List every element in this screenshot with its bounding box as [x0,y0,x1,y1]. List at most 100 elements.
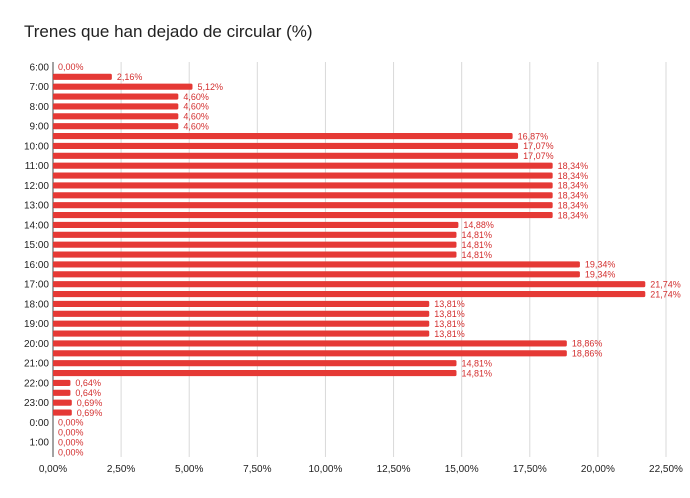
bar [53,73,112,80]
x-tick-label: 10,00% [308,464,342,475]
x-tick-label: 22,50% [649,464,683,475]
data-label: 14,81% [461,368,492,378]
data-label: 18,34% [558,191,589,201]
y-tick-label: 6:00 [30,62,50,73]
y-tick-label: 18:00 [24,299,49,310]
bar [53,172,553,179]
y-tick-label: 11:00 [25,161,50,172]
data-label: 18,34% [558,161,589,171]
y-tick-label: 0:00 [30,418,50,429]
y-tick-label: 19:00 [24,319,49,330]
x-tick-label: 7,50% [243,464,271,475]
bar [53,330,430,337]
data-label: 4,60% [183,102,209,112]
data-label: 4,60% [183,121,209,131]
bar [53,83,193,90]
y-tick-label: 16:00 [24,260,49,271]
data-label: 18,86% [572,339,603,349]
bar [53,202,553,209]
y-tick-label: 20:00 [24,339,49,350]
y-tick-label: 10:00 [24,141,49,152]
data-label: 0,00% [58,447,84,457]
y-tick-label: 1:00 [30,438,50,449]
bar [53,300,430,307]
data-label: 5,12% [197,82,223,92]
bar [53,162,553,169]
y-tick-label: 14:00 [24,220,49,231]
data-label: 17,07% [523,151,554,161]
data-label: 13,81% [434,319,465,329]
data-label: 0,00% [58,437,84,447]
bar [53,251,457,258]
bar [53,192,553,199]
data-label: 16,87% [518,131,549,141]
bar [53,113,179,120]
bar [53,152,519,159]
x-tick-label: 20,00% [581,464,615,475]
bar [53,340,567,347]
data-label: 21,74% [650,289,681,299]
x-tick-label: 5,00% [175,464,203,475]
chart-title: Trenes que han dejado de circular (%) [24,22,313,41]
data-label: 0,64% [75,378,101,388]
bar [53,271,580,278]
data-label: 14,81% [461,358,492,368]
y-tick-label: 7:00 [30,82,50,93]
data-label: 14,81% [461,250,492,260]
bar [53,142,519,149]
data-label: 17,07% [523,141,554,151]
bar [53,379,71,386]
data-label: 0,00% [58,62,84,72]
x-tick-label: 17,50% [513,464,547,475]
y-tick-label: 8:00 [30,102,50,113]
data-label: 14,88% [463,220,494,230]
data-label: 13,81% [434,299,465,309]
bar [53,399,72,406]
y-tick-label: 21:00 [24,359,49,370]
bar [53,133,513,140]
y-tick-label: 12:00 [24,181,49,192]
bar [53,370,457,377]
bar [53,310,430,317]
data-label: 18,34% [558,171,589,181]
data-label: 19,34% [585,260,616,270]
y-tick-label: 13:00 [24,201,49,212]
x-tick-label: 15,00% [445,464,479,475]
data-label: 4,60% [183,112,209,122]
data-label: 2,16% [117,72,143,82]
data-label: 0,69% [77,398,103,408]
bar [53,261,580,268]
bar [53,212,553,219]
y-tick-label: 15:00 [24,240,49,251]
x-tick-label: 2,50% [107,464,135,475]
bar [53,241,457,248]
y-tick-label: 22:00 [24,378,49,389]
bar [53,182,553,189]
data-label: 14,81% [461,230,492,240]
bar [53,350,567,357]
data-label: 13,81% [434,329,465,339]
bar [53,291,646,298]
data-label: 18,34% [558,181,589,191]
bar [53,281,646,288]
bar [53,221,459,228]
y-tick-label: 17:00 [24,280,49,291]
data-label: 14,81% [461,240,492,250]
bar [53,93,179,100]
data-label: 0,00% [58,428,84,438]
x-tick-label: 0,00% [39,464,67,475]
data-label: 18,34% [558,200,589,210]
bar [53,389,71,396]
y-tick-label: 9:00 [30,122,50,133]
data-label: 18,86% [572,349,603,359]
data-label: 18,34% [558,210,589,220]
data-label: 13,81% [434,309,465,319]
bar [53,360,457,367]
data-label: 4,60% [183,92,209,102]
bar [53,231,457,238]
data-label: 0,69% [77,408,103,418]
bar [53,123,179,130]
data-label: 21,74% [650,279,681,289]
data-label: 0,64% [75,388,101,398]
